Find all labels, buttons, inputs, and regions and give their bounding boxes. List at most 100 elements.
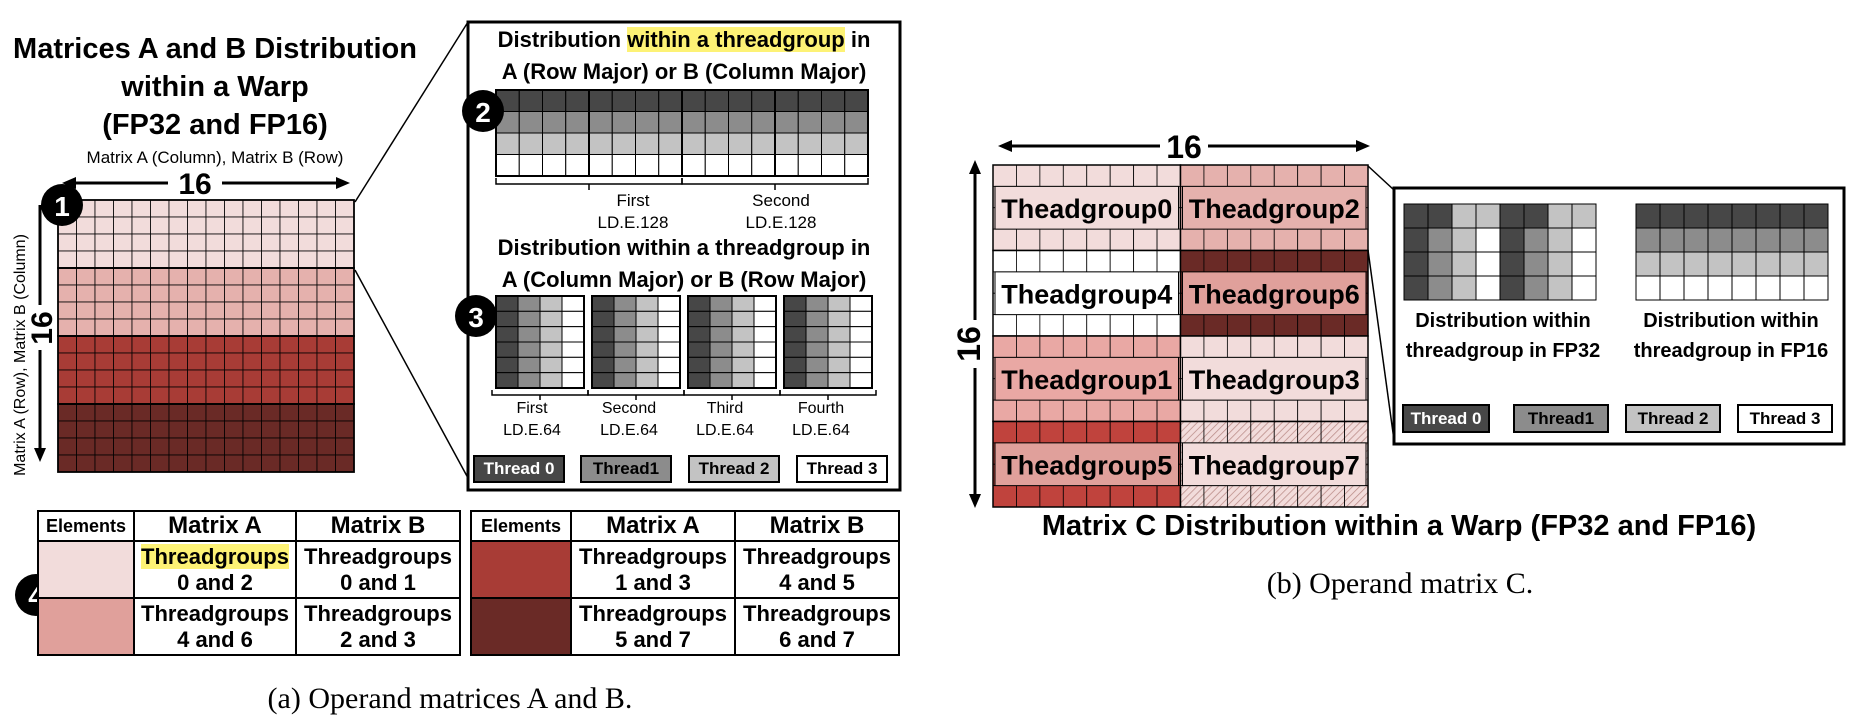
thread3-legend-a: Thread 3 bbox=[796, 455, 888, 483]
fp32-cell bbox=[1403, 227, 1429, 253]
segment bbox=[687, 295, 777, 389]
matrix-c-cell bbox=[1133, 250, 1158, 273]
matrix-c-cell bbox=[1320, 421, 1345, 444]
ld64-second: Second LD.E.64 bbox=[600, 400, 658, 439]
matrix-c-cell bbox=[1062, 485, 1088, 508]
detail-title-column-major: Distribution within a threadgroup in A (… bbox=[497, 235, 871, 292]
matrix-c-cell bbox=[1320, 164, 1345, 187]
matrix-c-cell bbox=[1086, 421, 1111, 444]
fp16-cell bbox=[1731, 203, 1757, 229]
fp32-cell bbox=[1571, 275, 1597, 301]
fp32-cell bbox=[1499, 275, 1525, 301]
fp16-cell bbox=[1659, 203, 1685, 229]
matrix-c-cell bbox=[1320, 250, 1345, 273]
fp32-cell bbox=[1403, 275, 1429, 301]
svg-text:1: 1 bbox=[54, 191, 70, 222]
fp16-cell bbox=[1755, 227, 1781, 253]
table-right-header-elements: Elements bbox=[470, 510, 572, 542]
matrix-c-cell bbox=[1250, 335, 1275, 358]
fp32-cell bbox=[1475, 227, 1501, 253]
table-cell: Threadgroups 4 and 6 bbox=[133, 597, 297, 656]
table-row: Threadgroups 5 and 7 Threadgroups 6 and 7 bbox=[470, 597, 900, 656]
fp32-cell bbox=[1523, 251, 1549, 277]
dim-arrow-left-b bbox=[969, 160, 981, 508]
matrix-c-cell bbox=[1250, 399, 1275, 422]
table-left-header-matrix-b: Matrix B bbox=[295, 510, 461, 542]
matrix-c-cell bbox=[1226, 164, 1252, 187]
fp32-cell bbox=[1547, 275, 1573, 301]
fp16-cell bbox=[1779, 251, 1805, 277]
label-bg bbox=[994, 356, 1179, 401]
matrix-c-cell bbox=[1320, 314, 1345, 337]
matrix-c-cell bbox=[1109, 485, 1135, 508]
matrix-c-cell bbox=[1297, 164, 1322, 187]
threadgroup-label: Theadgroup0 bbox=[1001, 194, 1172, 224]
ld64-fourth: Fourth LD.E.64 bbox=[792, 400, 850, 439]
matrix-c-cell bbox=[1273, 164, 1299, 187]
matrix-c-cell bbox=[1203, 399, 1228, 422]
fp16-cell bbox=[1635, 227, 1661, 253]
matrix-c-cell bbox=[1273, 335, 1299, 358]
matrix-c-cell bbox=[1250, 164, 1275, 187]
fp16-cell bbox=[1707, 227, 1733, 253]
fp16-cell bbox=[1755, 275, 1781, 301]
matrix-c-cell bbox=[1250, 250, 1275, 273]
threadgroup-label: Theadgroup1 bbox=[1001, 365, 1172, 395]
matrix-c-cell bbox=[1156, 228, 1181, 251]
threadgroup-label: Theadgroup5 bbox=[1001, 450, 1172, 480]
fp16-label: Distribution within threadgroup in FP16 bbox=[1633, 310, 1829, 362]
matrix-c-cell bbox=[1109, 228, 1135, 251]
fp32-cell bbox=[1475, 251, 1501, 277]
matrix-c-cell bbox=[1156, 485, 1181, 508]
fp32-cell bbox=[1499, 227, 1525, 253]
fp16-cell bbox=[1779, 227, 1805, 253]
matrix-c-cell bbox=[1086, 399, 1111, 422]
fp32-cell bbox=[1451, 203, 1477, 229]
highlight-within-threadgroup: within a threadgroup bbox=[627, 27, 845, 52]
label-bg bbox=[1182, 271, 1367, 316]
panel-a-title-line3: (FP32 and FP16) bbox=[102, 109, 328, 141]
threadgroup-label: Theadgroup7 bbox=[1189, 450, 1360, 480]
side-label-a: Matrix A (Row), Matrix B (Column) bbox=[12, 234, 29, 476]
table-row: Threadgroups 4 and 6 Threadgroups 2 and 3 bbox=[37, 597, 461, 656]
matrix-c-cell bbox=[1016, 421, 1041, 444]
matrix-c-cell bbox=[992, 314, 1017, 337]
matrix-c-cell bbox=[1109, 335, 1135, 358]
table-cell: Threadgroups 5 and 7 bbox=[570, 597, 736, 656]
fp16-cell bbox=[1635, 203, 1661, 229]
svg-text:3: 3 bbox=[468, 302, 484, 333]
matrix-c-cell bbox=[1297, 485, 1322, 508]
matrix-c-cell bbox=[1086, 164, 1111, 187]
svg-text:2: 2 bbox=[475, 97, 491, 128]
matrix-c-cell bbox=[1180, 399, 1205, 422]
matrix-c-cell bbox=[1344, 228, 1369, 251]
matrix-c-cell bbox=[1133, 228, 1158, 251]
matrix-c-cell bbox=[1156, 314, 1181, 337]
table-row: Threadgroups 1 and 3 Threadgroups 4 and 5 bbox=[470, 540, 900, 599]
fp32-cell bbox=[1571, 227, 1597, 253]
fp16-cell bbox=[1803, 251, 1829, 277]
matrix-c-cell bbox=[1344, 250, 1369, 273]
matrix-c-cell bbox=[1273, 250, 1299, 273]
matrix-c-cell bbox=[1039, 228, 1064, 251]
threadgroup-label: Theadgroup2 bbox=[1189, 194, 1360, 224]
matrix-c-cell bbox=[1180, 335, 1205, 358]
matrix-c-cell bbox=[1226, 228, 1252, 251]
matrix-c-cell bbox=[1297, 228, 1322, 251]
thread0-legend-b: Thread 0 bbox=[1402, 404, 1490, 433]
brace-second-128 bbox=[681, 178, 869, 190]
fp16-cell bbox=[1683, 203, 1709, 229]
panel-a-title-line2: within a Warp bbox=[121, 71, 309, 103]
caption-b: (b) Operand matrix C. bbox=[1266, 567, 1534, 600]
matrix-c-cell bbox=[1344, 164, 1369, 187]
matrix-c-cell bbox=[1133, 421, 1158, 444]
matrix-c-cell bbox=[1320, 399, 1345, 422]
swatch-pink-light bbox=[37, 540, 135, 599]
panel-a-title: Matrices A and B Distribution within a W… bbox=[0, 30, 430, 144]
ld128-second: Second LD.E.128 bbox=[745, 191, 817, 232]
matrix-c-cell bbox=[1016, 485, 1041, 508]
matrix-c-cell bbox=[1039, 250, 1064, 273]
matrix-c-cell bbox=[992, 335, 1017, 358]
matrix-c-cell bbox=[992, 485, 1017, 508]
matrix-c-cell bbox=[1273, 228, 1299, 251]
